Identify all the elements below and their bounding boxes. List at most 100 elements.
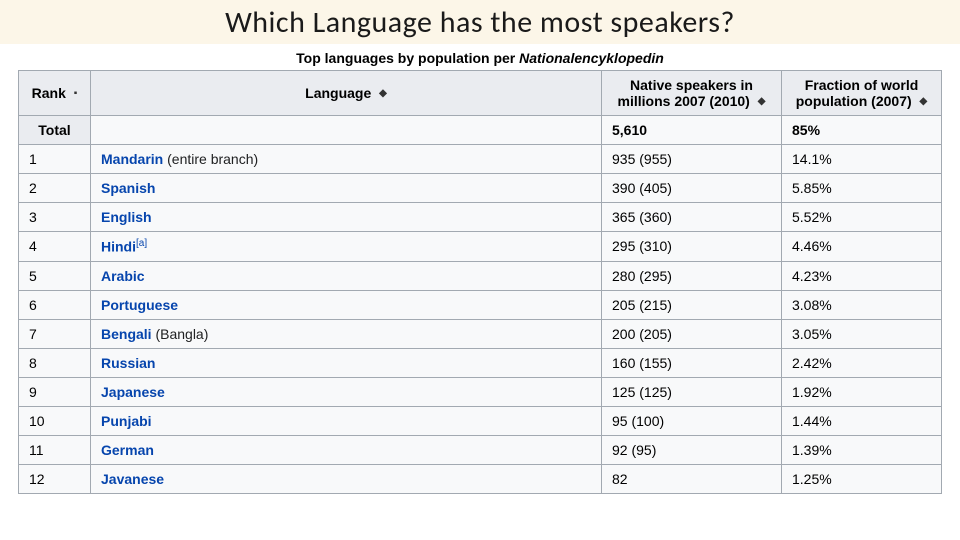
table-body: Total 5,610 85% 1Mandarin (entire branch… — [19, 116, 942, 494]
cell-speakers: 92 (95) — [602, 435, 782, 464]
language-link[interactable]: German — [101, 442, 154, 458]
cell-language: Mandarin (entire branch) — [91, 145, 602, 174]
cell-speakers: 280 (295) — [602, 261, 782, 290]
cell-speakers: 205 (215) — [602, 290, 782, 319]
col-header-speakers[interactable]: Native speakers in millions 2007 (2010) … — [602, 71, 782, 116]
cell-rank: 12 — [19, 464, 91, 493]
caption-source: Nationalencyklopedin — [519, 50, 664, 66]
language-link[interactable]: English — [101, 209, 152, 225]
table-header-row: Rank ▪ Language ◆ Native speakers in mil… — [19, 71, 942, 116]
table-container: Rank ▪ Language ◆ Native speakers in mil… — [0, 70, 960, 494]
cell-rank: 6 — [19, 290, 91, 319]
cell-rank: 1 — [19, 145, 91, 174]
table-row: 9 Japanese 125 (125)1.92% — [19, 377, 942, 406]
cell-language: Punjabi — [91, 406, 602, 435]
cell-fraction: 5.85% — [782, 174, 942, 203]
cell-speakers: 200 (205) — [602, 319, 782, 348]
cell-fraction: 4.46% — [782, 232, 942, 262]
table-row: 7Bengali (Bangla)200 (205)3.05% — [19, 319, 942, 348]
table-total-row: Total 5,610 85% — [19, 116, 942, 145]
cell-rank: 2 — [19, 174, 91, 203]
cell-rank: 4 — [19, 232, 91, 262]
language-paren: (Bangla) — [152, 326, 209, 342]
col-label-fraction: Fraction of world population (2007) — [796, 77, 919, 109]
cell-rank: 5 — [19, 261, 91, 290]
cell-fraction: 4.23% — [782, 261, 942, 290]
language-link[interactable]: Hindi — [101, 239, 136, 255]
total-fraction: 85% — [782, 116, 942, 145]
cell-language: Bengali (Bangla) — [91, 319, 602, 348]
caption-prefix: Top languages by population per — [296, 50, 519, 66]
table-row: 5 Arabic 280 (295)4.23% — [19, 261, 942, 290]
table-row: 4Hindi[a]295 (310)4.46% — [19, 232, 942, 262]
language-paren: (entire branch) — [163, 151, 258, 167]
cell-fraction: 5.52% — [782, 203, 942, 232]
language-link[interactable]: Punjabi — [101, 413, 152, 429]
col-header-fraction[interactable]: Fraction of world population (2007) ◆ — [782, 71, 942, 116]
cell-rank: 9 — [19, 377, 91, 406]
total-speakers: 5,610 — [602, 116, 782, 145]
language-link[interactable]: Japanese — [101, 384, 165, 400]
cell-language: Hindi[a] — [91, 232, 602, 262]
cell-rank: 11 — [19, 435, 91, 464]
cell-speakers: 95 (100) — [602, 406, 782, 435]
language-link[interactable]: Portuguese — [101, 297, 178, 313]
cell-language: Russian — [91, 348, 602, 377]
col-header-rank[interactable]: Rank ▪ — [19, 71, 91, 116]
total-language-cell — [91, 116, 602, 145]
language-link[interactable]: Javanese — [101, 471, 164, 487]
cell-language: English — [91, 203, 602, 232]
cell-rank: 10 — [19, 406, 91, 435]
slide-title-bar: Which Language has the most speakers? — [0, 0, 960, 44]
cell-fraction: 1.25% — [782, 464, 942, 493]
table-row: 2Spanish390 (405)5.85% — [19, 174, 942, 203]
language-link[interactable]: Arabic — [101, 268, 145, 284]
table-row: 3 English 365 (360)5.52% — [19, 203, 942, 232]
table-row: 12 Javanese 821.25% — [19, 464, 942, 493]
footnote-ref[interactable]: [a] — [136, 238, 147, 249]
cell-language: Javanese — [91, 464, 602, 493]
cell-speakers: 125 (125) — [602, 377, 782, 406]
cell-fraction: 2.42% — [782, 348, 942, 377]
sort-icon: ◆ — [758, 98, 766, 106]
cell-rank: 3 — [19, 203, 91, 232]
cell-language: German — [91, 435, 602, 464]
table-row: 1Mandarin (entire branch)935 (955)14.1% — [19, 145, 942, 174]
cell-language: Japanese — [91, 377, 602, 406]
sort-icon: ◆ — [920, 98, 928, 106]
cell-fraction: 14.1% — [782, 145, 942, 174]
total-label: Total — [19, 116, 91, 145]
col-label-speakers: Native speakers in millions 2007 (2010) — [618, 77, 753, 109]
cell-rank: 8 — [19, 348, 91, 377]
cell-language: Portuguese — [91, 290, 602, 319]
cell-language: Spanish — [91, 174, 602, 203]
table-row: 8 Russian 160 (155)2.42% — [19, 348, 942, 377]
language-link[interactable]: Russian — [101, 355, 155, 371]
language-table: Rank ▪ Language ◆ Native speakers in mil… — [18, 70, 942, 494]
col-label-language: Language — [305, 85, 371, 101]
cell-speakers: 295 (310) — [602, 232, 782, 262]
cell-fraction: 1.39% — [782, 435, 942, 464]
slide-title: Which Language has the most speakers? — [225, 4, 735, 41]
cell-speakers: 935 (955) — [602, 145, 782, 174]
cell-fraction: 3.08% — [782, 290, 942, 319]
table-caption: Top languages by population per National… — [0, 44, 960, 70]
cell-speakers: 82 — [602, 464, 782, 493]
table-row: 6 Portuguese 205 (215)3.08% — [19, 290, 942, 319]
col-header-language[interactable]: Language ◆ — [91, 71, 602, 116]
cell-fraction: 3.05% — [782, 319, 942, 348]
cell-rank: 7 — [19, 319, 91, 348]
cell-fraction: 1.44% — [782, 406, 942, 435]
language-link[interactable]: Bengali — [101, 326, 152, 342]
sort-icon: ▪ — [74, 90, 78, 98]
table-row: 10 Punjabi 95 (100)1.44% — [19, 406, 942, 435]
cell-speakers: 365 (360) — [602, 203, 782, 232]
cell-fraction: 1.92% — [782, 377, 942, 406]
language-link[interactable]: Spanish — [101, 180, 155, 196]
col-label-rank: Rank — [32, 85, 66, 101]
cell-language: Arabic — [91, 261, 602, 290]
cell-speakers: 160 (155) — [602, 348, 782, 377]
table-head: Rank ▪ Language ◆ Native speakers in mil… — [19, 71, 942, 116]
sort-icon: ◆ — [379, 90, 387, 98]
language-link[interactable]: Mandarin — [101, 151, 163, 167]
